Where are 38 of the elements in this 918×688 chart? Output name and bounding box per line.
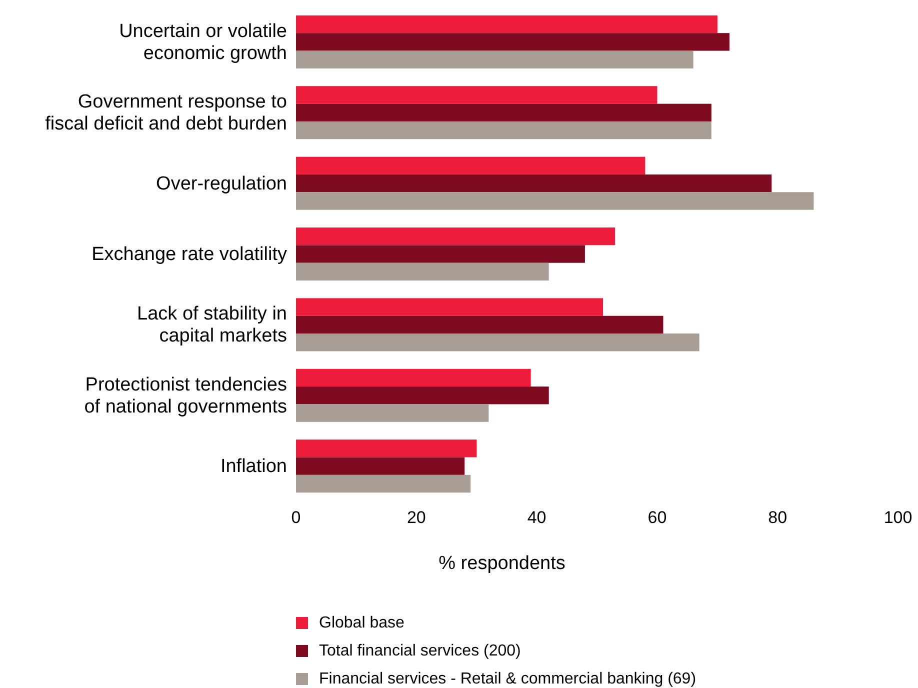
- bar: [296, 104, 712, 122]
- bar: [296, 334, 700, 352]
- x-tick-label: 80: [768, 508, 788, 527]
- bar: [296, 33, 730, 51]
- bar: [296, 15, 718, 34]
- bar: [296, 262, 549, 281]
- bar: [296, 174, 772, 192]
- bar: [296, 86, 658, 104]
- x-axis-title: % respondents: [438, 553, 566, 574]
- x-tick-label: 20: [406, 508, 426, 527]
- bar: [296, 50, 694, 68]
- bar: [296, 386, 549, 404]
- legend-label: Total financial services (200): [319, 642, 521, 660]
- y-tick-label: Inflation: [220, 456, 287, 477]
- bar: [296, 192, 814, 210]
- bar: [296, 227, 616, 246]
- legend-label: Financial services - Retail & commercial banking (69): [319, 670, 696, 688]
- y-tick-label: Exchange rate volatility: [92, 244, 288, 264]
- y-tick-label: Over-regulation: [156, 172, 287, 194]
- bar: [296, 457, 465, 475]
- y-tick-label: Uncertain or volatile economic growth: [119, 20, 287, 64]
- bar: [296, 474, 471, 493]
- x-tick-label: 60: [648, 508, 667, 527]
- bar: [296, 121, 712, 140]
- x-tick-label: 100: [884, 508, 912, 527]
- bar: [296, 298, 604, 316]
- y-tick-label: Government response to fiscal deficit and debt burden: [45, 91, 287, 134]
- x-tick-label: 0: [291, 508, 301, 527]
- y-tick-label: Lack of stability in capital markets: [137, 303, 287, 346]
- bar: [296, 404, 489, 422]
- bar: [296, 440, 477, 458]
- bar: [296, 245, 585, 263]
- bar: [296, 316, 664, 334]
- x-tick-label: 40: [527, 508, 546, 527]
- bar: [296, 368, 531, 387]
- legend-label: Global base: [319, 614, 404, 632]
- bar: [296, 156, 646, 174]
- y-tick-label: Protectionist tendencies of national governments: [84, 374, 287, 417]
